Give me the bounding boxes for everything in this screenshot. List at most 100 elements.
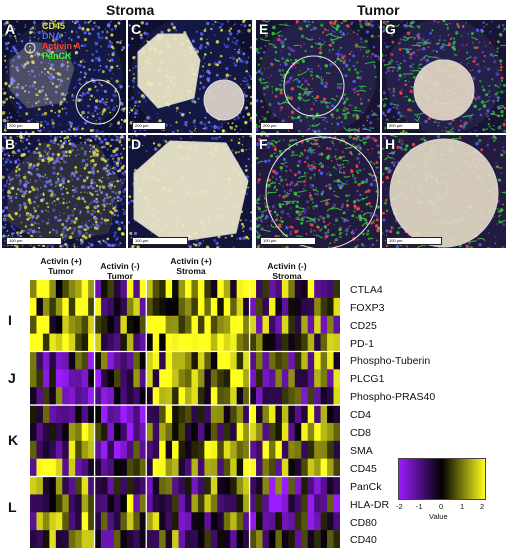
heatmap-cell: [94, 476, 102, 495]
heatmap-cell: [230, 315, 237, 334]
heatmap-cell: [101, 476, 108, 495]
heatmap-cell: [223, 512, 231, 531]
heatmap-cell: [281, 422, 289, 442]
heatmap-cell: [107, 297, 115, 317]
heatmap-cell: [165, 333, 173, 352]
panel-g-letter: G: [385, 21, 396, 37]
heatmap-cell: [55, 494, 63, 513]
scalebar-d: 100 μm: [132, 237, 188, 245]
heatmap-cell: [94, 422, 102, 442]
heatmap-cell: [327, 369, 334, 388]
heatmap-cell: [301, 351, 309, 370]
heatmap-cell: [146, 512, 154, 531]
group-letter-l: L: [8, 499, 17, 515]
heatmap-cell: [81, 494, 89, 513]
heatmap-cell: [185, 405, 192, 424]
heatmap-cell: [204, 405, 212, 424]
heatmap-cell: [172, 530, 179, 548]
heatmap-cell: [178, 297, 186, 317]
colorbar-label: Value: [429, 512, 448, 521]
col-head-activin-pos-stroma: Activin (+) Stroma: [170, 256, 212, 276]
row-label-cd45: CD45: [350, 463, 377, 475]
heatmap-cell: [314, 405, 321, 424]
heatmap-cell: [191, 369, 199, 388]
heatmap-cell: [320, 387, 328, 406]
heatmap-cell: [62, 333, 70, 352]
heatmap-cell: [94, 369, 102, 388]
heatmap-cell: [120, 494, 128, 513]
heatmap-cell: [204, 369, 212, 388]
heatmap-cell: [236, 405, 244, 424]
heatmap-cell: [327, 315, 334, 334]
heatmap-cell: [126, 369, 134, 388]
heatmap-cell: [223, 369, 231, 388]
heatmap-cell: [288, 369, 296, 388]
heatmap-cell: [268, 405, 276, 424]
heatmap-cell: [62, 297, 70, 317]
heatmap-cell: [197, 422, 205, 442]
heatmap-cell: [327, 440, 334, 459]
heatmap-cell: [36, 405, 44, 424]
heatmap-cell: [243, 280, 250, 299]
heatmap-cell: [94, 333, 102, 352]
heatmap-cell: [333, 422, 340, 442]
heatmap-cell: [133, 297, 141, 317]
row-label-cd25: CD25: [350, 320, 377, 332]
heatmap-cell: [30, 440, 37, 459]
heatmap-cell: [113, 512, 121, 531]
heatmap-cell: [197, 458, 205, 477]
heatmap-cell: [301, 297, 309, 317]
heatmap-cell: [197, 297, 205, 317]
heatmap-cell: [307, 422, 315, 442]
heatmap-cell: [217, 458, 225, 477]
heatmap-cell: [88, 387, 95, 406]
heatmap-cell: [281, 476, 289, 495]
heatmap-cell: [197, 351, 205, 370]
heatmap-cell: [236, 369, 244, 388]
heatmap-cell: [81, 422, 89, 442]
heatmap-cell: [191, 530, 199, 548]
heatmap-cell: [307, 333, 315, 352]
heatmap-cell: [107, 476, 115, 495]
heatmap-cell: [94, 458, 102, 477]
heatmap-cell: [185, 494, 192, 513]
heatmap-cell: [307, 387, 315, 406]
heatmap-cell: [256, 333, 263, 352]
colorbar-tick-0: 0: [439, 502, 444, 511]
heatmap-cell: [101, 530, 108, 548]
heatmap-cell: [314, 440, 321, 459]
heatmap-cell: [133, 333, 141, 352]
heatmap-cell: [62, 315, 70, 334]
heatmap-cell: [288, 333, 296, 352]
heatmap-cell: [281, 351, 289, 370]
heatmap-cell: [68, 369, 76, 388]
heatmap-cell: [62, 369, 70, 388]
scalebar-b: 100 μm: [6, 237, 62, 245]
heatmap-cell: [210, 387, 218, 406]
heatmap-cell: [243, 369, 250, 388]
heatmap-cell: [256, 476, 263, 495]
heatmap-cell: [191, 494, 199, 513]
heatmap-cell: [204, 351, 212, 370]
panel-h-micrograph: H 100 μm: [382, 135, 506, 248]
heatmap-cell: [36, 530, 44, 548]
heatmap-cell: [230, 280, 237, 299]
heatmap-cell: [210, 405, 218, 424]
heatmap-cell: [139, 530, 147, 548]
heatmap-cell: [314, 530, 321, 548]
heatmap-cell: [204, 494, 212, 513]
heatmap-cell: [165, 387, 173, 406]
heatmap-cell: [49, 458, 57, 477]
heatmap-cell: [36, 440, 44, 459]
group-letter-i: I: [8, 312, 12, 328]
heatmap-cell: [36, 351, 44, 370]
heatmap-cell: [230, 297, 237, 317]
heatmap-cell: [327, 530, 334, 548]
heatmap-cell: [327, 512, 334, 531]
heatmap-cell: [42, 476, 50, 495]
heatmap-cell: [333, 494, 340, 513]
heatmap-cell: [165, 315, 173, 334]
heatmap-cell: [320, 297, 328, 317]
heatmap-cell: [301, 280, 309, 299]
heatmap-cell: [113, 530, 121, 548]
